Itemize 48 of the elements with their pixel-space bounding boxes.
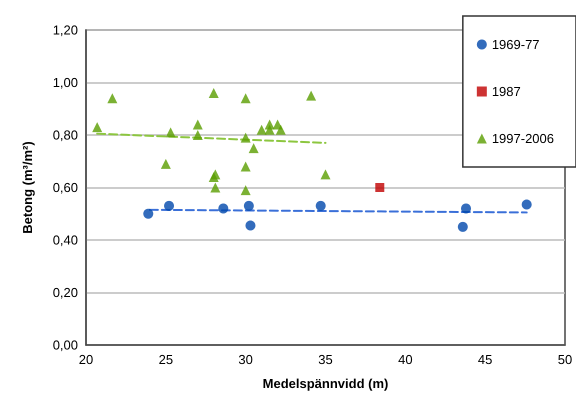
point bbox=[264, 124, 275, 135]
x-tick-label: 30 bbox=[238, 352, 253, 367]
point bbox=[522, 200, 532, 210]
y-axis-title: Betong (m³/m²) bbox=[20, 141, 35, 234]
point bbox=[276, 124, 286, 135]
x-tick-label: 45 bbox=[478, 352, 492, 367]
point bbox=[306, 90, 316, 101]
point bbox=[461, 204, 472, 214]
y-tick-label: 1,20 bbox=[52, 22, 78, 38]
point bbox=[192, 120, 203, 130]
x-tick-label: 20 bbox=[78, 352, 94, 367]
point bbox=[316, 200, 326, 211]
x-axis-title: Medelspännvidd (m) bbox=[262, 376, 388, 391]
x-tick-label: 40 bbox=[398, 352, 413, 367]
point bbox=[245, 220, 256, 231]
point bbox=[208, 172, 219, 182]
x-tick-label: 25 bbox=[158, 352, 174, 367]
point bbox=[192, 130, 203, 140]
point bbox=[160, 158, 171, 169]
y-tick-label: 0,40 bbox=[52, 232, 78, 248]
point bbox=[164, 200, 174, 211]
point bbox=[240, 185, 251, 196]
legend-label: 1969-77 bbox=[492, 37, 540, 52]
point bbox=[244, 200, 254, 211]
point bbox=[143, 208, 154, 219]
point bbox=[248, 143, 259, 154]
point bbox=[320, 169, 330, 180]
legend-label: 1987 bbox=[492, 84, 521, 99]
point bbox=[458, 222, 468, 232]
point bbox=[92, 122, 102, 132]
legend-label: 1997-2006 bbox=[492, 131, 554, 146]
y-tick-label: 1,00 bbox=[52, 75, 78, 90]
point bbox=[375, 183, 384, 192]
point bbox=[210, 182, 220, 192]
x-tick-label: 35 bbox=[318, 352, 333, 367]
point bbox=[256, 124, 267, 135]
y-tick-label: 0,00 bbox=[52, 338, 78, 352]
point bbox=[218, 204, 228, 214]
point bbox=[166, 127, 176, 138]
point bbox=[240, 162, 251, 172]
point bbox=[107, 93, 118, 104]
y-tick-label: 0,80 bbox=[52, 128, 78, 142]
point bbox=[208, 88, 219, 98]
x-tick-label: 50 bbox=[558, 352, 572, 367]
y-tick-label: 0,60 bbox=[52, 180, 78, 195]
point bbox=[240, 93, 251, 104]
point bbox=[240, 132, 251, 143]
y-tick-label: 0,20 bbox=[52, 285, 78, 300]
